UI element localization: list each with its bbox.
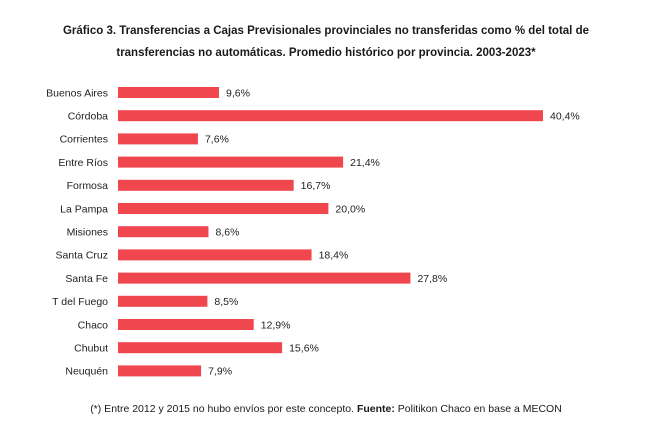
category-label: Neuquén — [65, 366, 108, 378]
category-label: T del Fuego — [52, 296, 108, 308]
value-label: 40,4% — [550, 111, 580, 123]
chart-title-line-2: transferencias no automáticas. Promedio … — [116, 47, 536, 59]
bar — [118, 133, 198, 145]
bar — [118, 365, 202, 377]
value-label: 7,9% — [208, 366, 232, 378]
footnote-text: (*) Entre 2012 y 2015 no hubo envíos por… — [90, 403, 357, 415]
category-label: Córdoba — [68, 111, 108, 123]
category-label: Santa Fe — [65, 273, 108, 285]
category-label: Santa Cruz — [55, 250, 108, 262]
value-label: 27,8% — [417, 273, 447, 285]
category-label: Formosa — [67, 180, 109, 192]
category-label: La Pampa — [60, 203, 108, 215]
category-label: Entre Ríos — [58, 157, 108, 169]
bar — [118, 295, 208, 307]
bar — [118, 110, 543, 122]
bar — [118, 319, 254, 330]
footnote: (*) Entre 2012 y 2015 no hubo envíos por… — [0, 403, 652, 415]
value-label: 12,9% — [261, 319, 291, 331]
bar — [118, 179, 294, 191]
value-label: 9,6% — [226, 87, 250, 99]
bar — [118, 249, 312, 261]
bar — [118, 87, 219, 98]
chart-title: Gráfico 3. Transferencias a Cajas Previs… — [0, 20, 652, 64]
category-label: Misiones — [67, 227, 108, 239]
bar — [118, 272, 411, 284]
value-label: 8,5% — [214, 296, 238, 308]
bar — [118, 203, 329, 214]
chart-title-line-1: Gráfico 3. Transferencias a Cajas Previs… — [62, 25, 589, 37]
footnote-source-label: Fuente: — [356, 403, 395, 415]
category-label: Chubut — [74, 343, 108, 355]
value-label: 21,4% — [350, 157, 380, 169]
category-label: Chaco — [78, 319, 109, 331]
category-label: Corrientes — [60, 134, 108, 146]
category-label: Buenos Aires — [46, 87, 108, 99]
value-label: 18,4% — [319, 250, 349, 262]
bar — [118, 156, 344, 168]
bar — [118, 226, 209, 238]
bar — [118, 342, 283, 354]
value-label: 7,6% — [205, 134, 229, 146]
value-label: 15,6% — [289, 343, 319, 355]
value-label: 8,6% — [215, 227, 239, 239]
value-label: 16,7% — [301, 180, 331, 192]
footnote-source-text: Politikon Chaco en base a MECON — [394, 403, 562, 415]
value-label: 20,0% — [335, 203, 365, 215]
